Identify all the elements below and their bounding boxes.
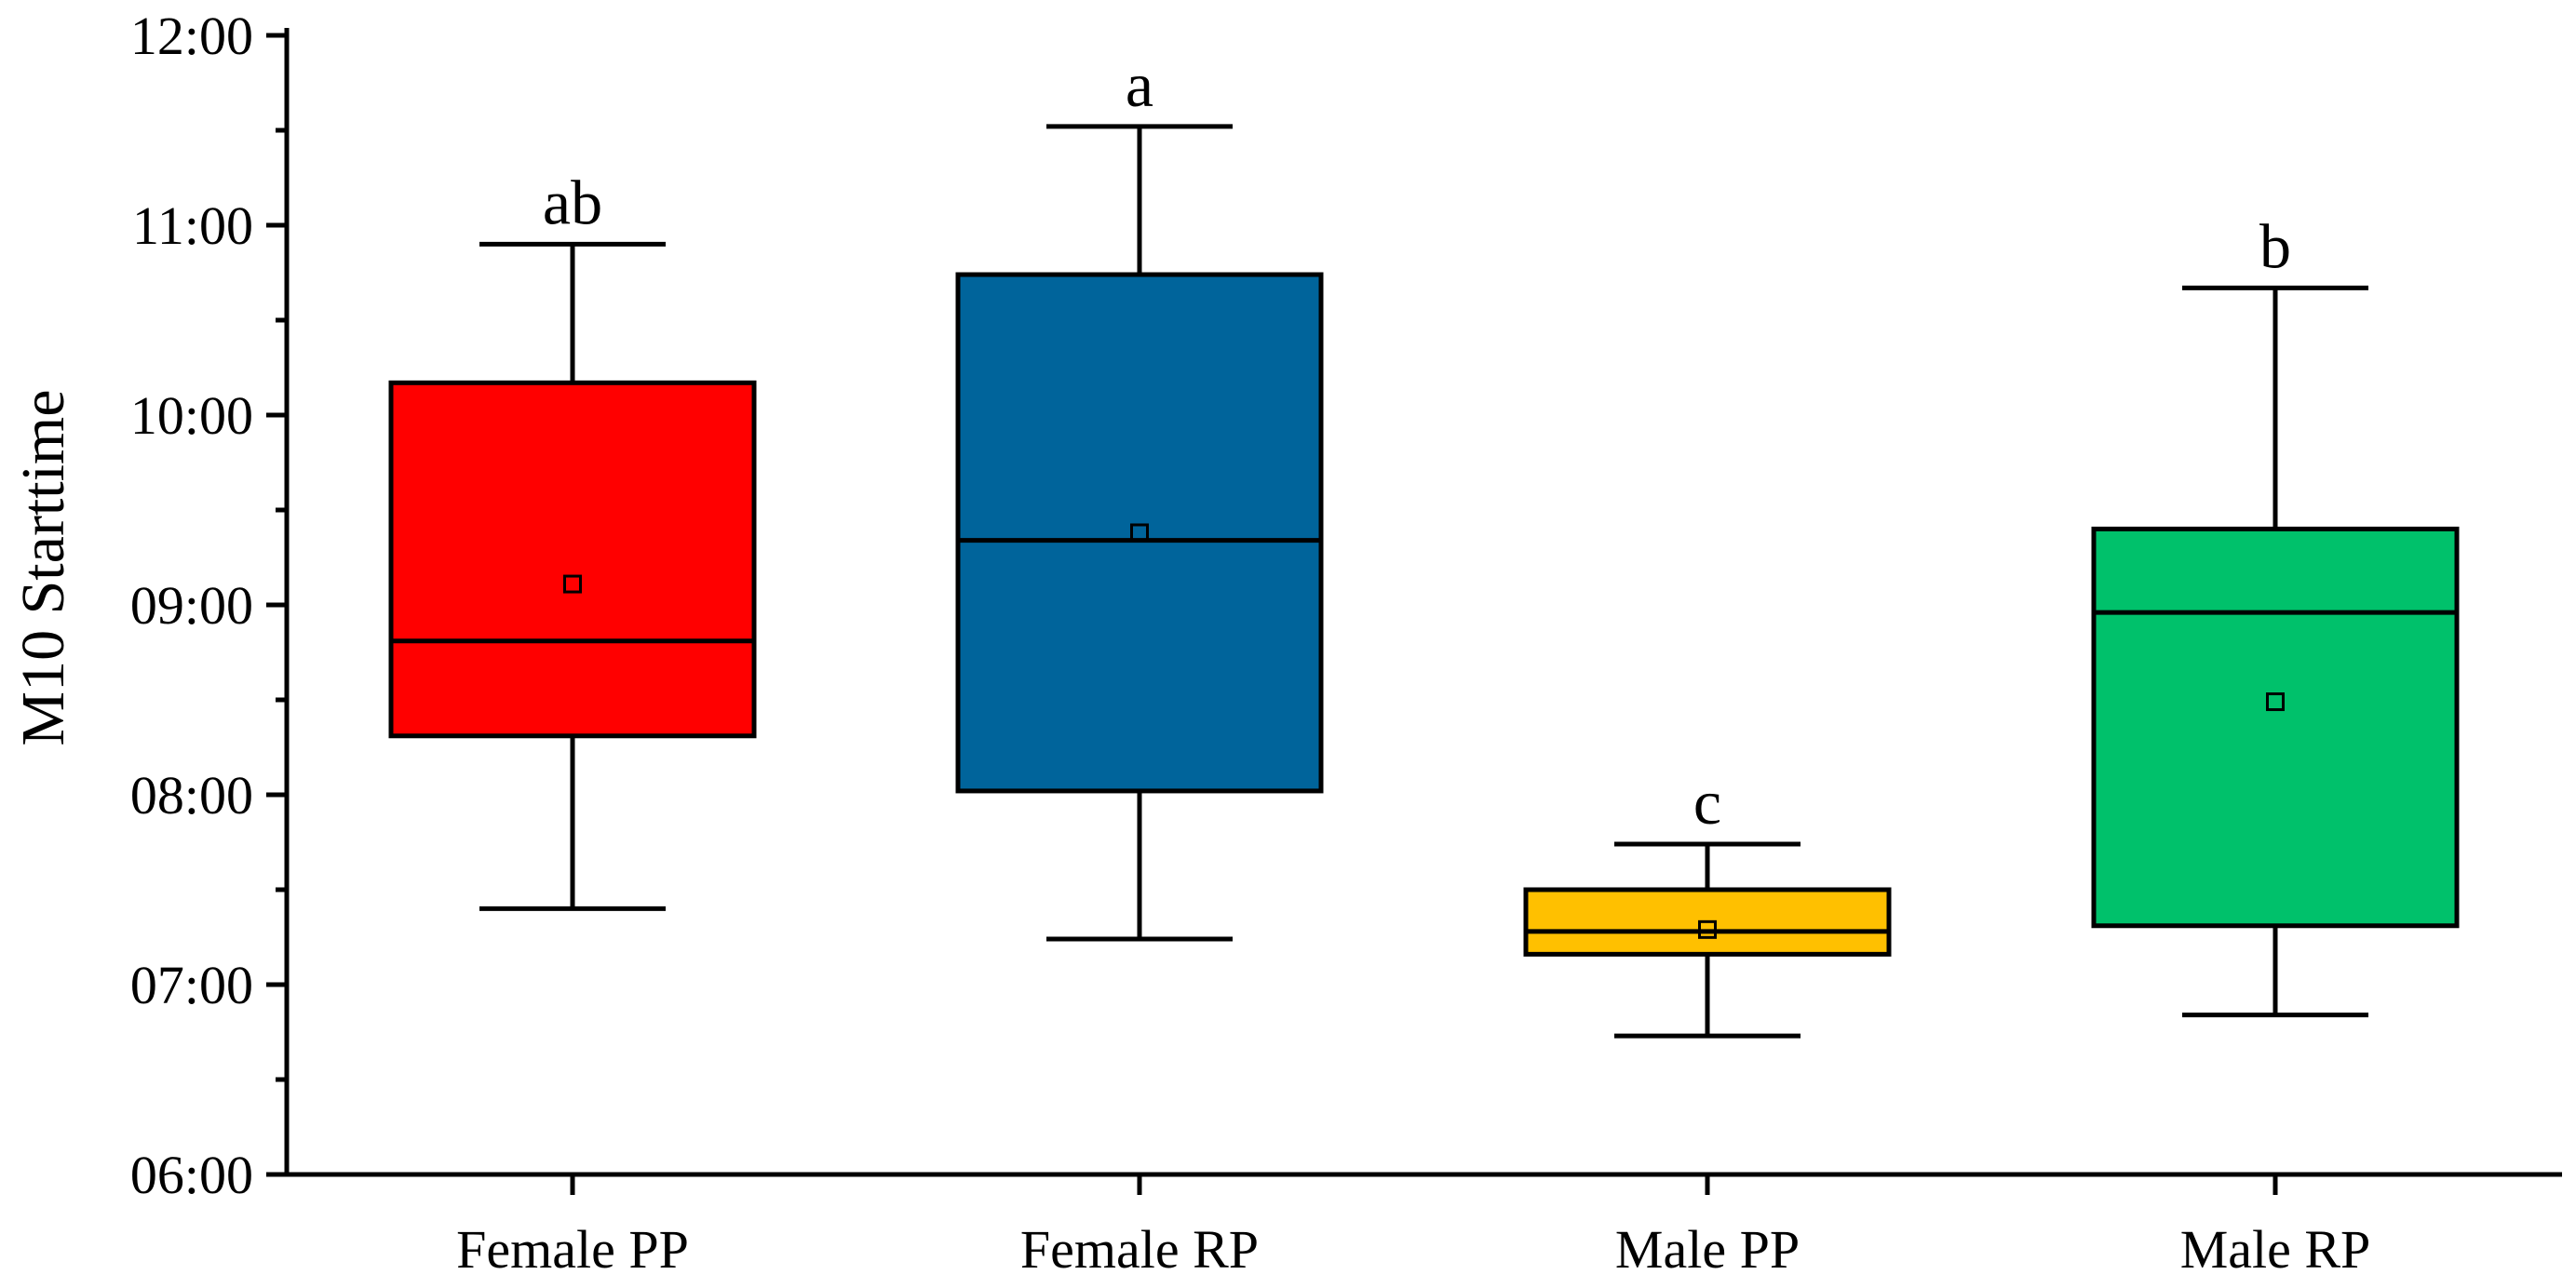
mean-marker [2266, 692, 2285, 712]
y-tick-label: 12:00 [130, 6, 253, 66]
box-group-2: a [955, 49, 1324, 942]
y-tick-label: 09:00 [130, 575, 253, 636]
mean-marker [563, 574, 582, 594]
box-iqr [955, 272, 1324, 794]
box-iqr [388, 380, 757, 739]
y-tick-label: 11:00 [132, 195, 253, 256]
box-group-3: c [1523, 767, 1892, 1039]
y-tick-label: 06:00 [130, 1145, 253, 1205]
mean-marker [1130, 523, 1149, 543]
significance-label: ab [543, 167, 602, 237]
significance-label: a [1126, 49, 1153, 120]
x-tick-label: Male RP [2180, 1219, 2371, 1280]
x-tick-label: Female PP [456, 1219, 689, 1280]
significance-label: b [2259, 210, 2291, 281]
y-tick-label: 08:00 [130, 765, 253, 825]
box-group-1: ab [388, 167, 757, 911]
y-tick-label: 07:00 [130, 955, 253, 1015]
y-axis-title: M10 Starttime [9, 389, 77, 745]
significance-label: c [1693, 767, 1721, 838]
mean-marker [1698, 919, 1717, 939]
y-tick-label: 10:00 [130, 385, 253, 446]
axes-layer: Female PP Female RP Male PP Male RP 06:00 07:… [130, 6, 2562, 1280]
boxes-layer: ab a c b [388, 49, 2460, 1039]
box-group-4: b [2091, 210, 2460, 1018]
x-tick-label: Female RP [1020, 1219, 1259, 1280]
box-iqr [2091, 526, 2460, 929]
x-tick-label: Male PP [1615, 1219, 1800, 1280]
